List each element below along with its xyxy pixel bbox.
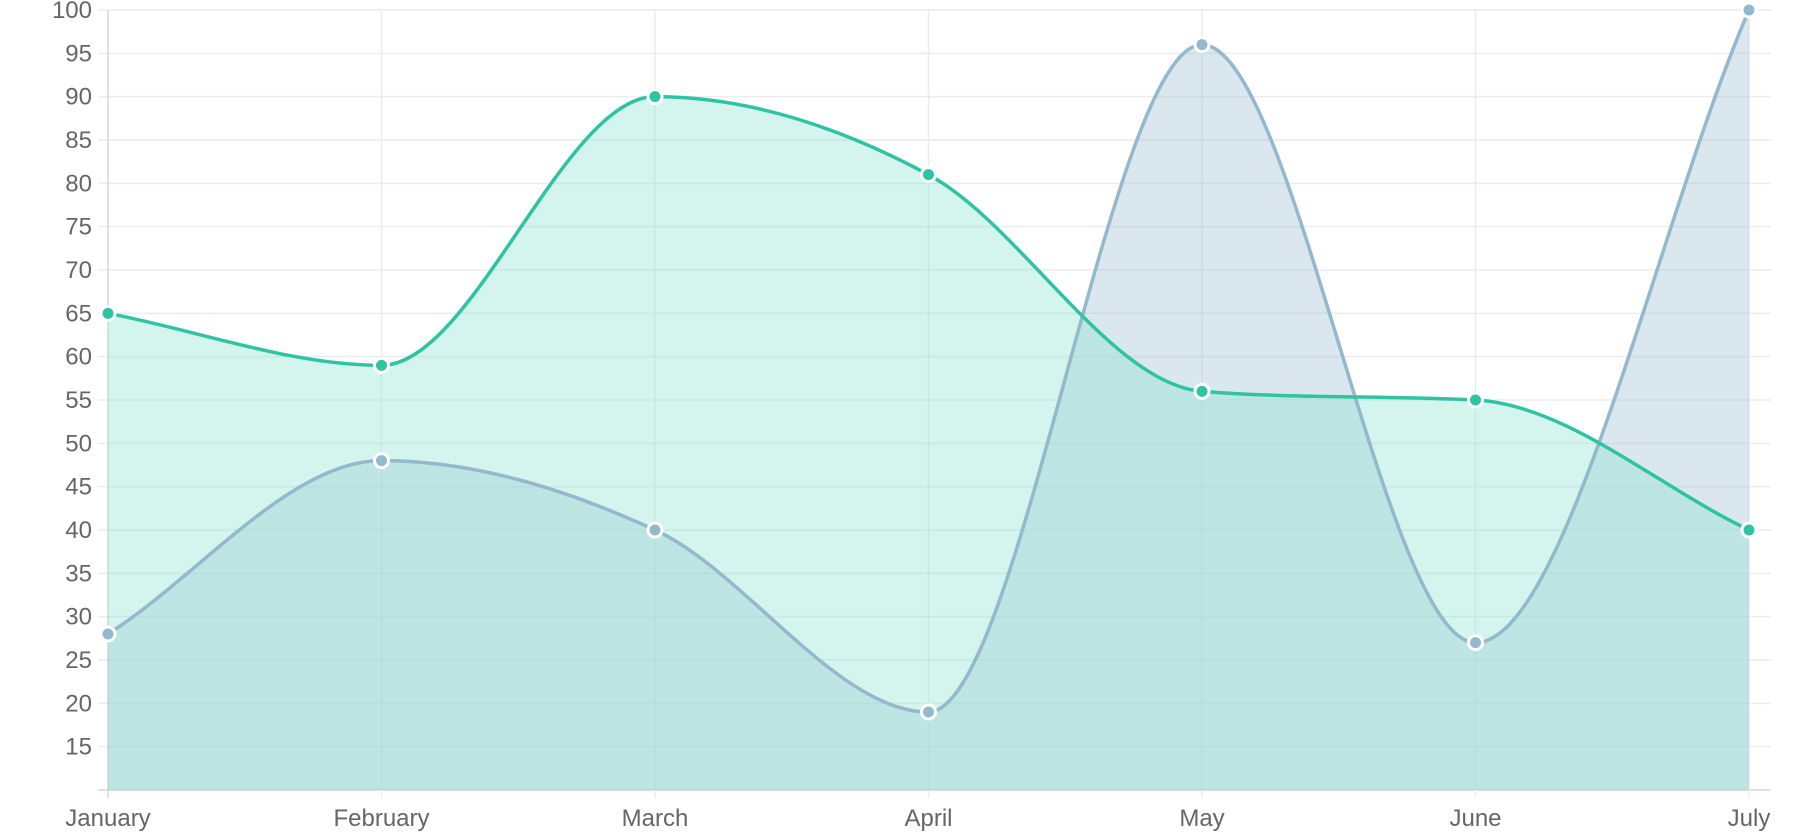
y-tick-label: 45	[65, 474, 92, 501]
series-1-line	[107, 9, 1751, 714]
series-1-point-april[interactable]	[920, 703, 937, 721]
y-axis: 15 20 25 30 35 40 45 50 55 60 65 70 75 80 85 90 95 100	[52, 0, 92, 761]
y-tick-label: 15	[65, 734, 92, 761]
series-2-point-july[interactable]	[1740, 521, 1758, 539]
y-tick-label: 65	[65, 300, 92, 327]
series-1-point-march[interactable]	[646, 521, 664, 539]
y-tick-label: 40	[65, 517, 92, 544]
x-tick-label: April	[904, 805, 952, 832]
y-tick-label: 80	[65, 170, 92, 197]
series-2-area	[108, 96, 1749, 790]
series-1-point-january[interactable]	[99, 625, 117, 643]
y-tick-label: 25	[65, 647, 92, 674]
x-tick-label: February	[333, 805, 429, 832]
series-1-point-july[interactable]	[1740, 1, 1758, 19]
x-tick-label: May	[1179, 805, 1224, 832]
y-tick-label: 100	[52, 0, 92, 24]
y-tick-label: 60	[65, 344, 92, 371]
series-points	[99, 1, 1758, 721]
series-1-point-june[interactable]	[1467, 634, 1484, 652]
y-tick-label: 50	[65, 430, 92, 457]
y-tick-label: 30	[65, 604, 92, 631]
y-tick-label: 85	[65, 127, 92, 154]
series-2-point-june[interactable]	[1467, 391, 1484, 409]
series-1-point-february[interactable]	[373, 452, 390, 470]
series-2-point-april[interactable]	[920, 166, 937, 184]
series-2-point-may[interactable]	[1193, 382, 1211, 400]
y-tick-label: 75	[65, 214, 92, 241]
y-tick-label: 95	[65, 40, 92, 67]
y-tick-label: 70	[65, 257, 92, 284]
y-tick-label: 35	[65, 560, 92, 587]
series-1-area	[108, 10, 1749, 790]
y-tick-label: 20	[65, 690, 92, 717]
x-tick-label: July	[1728, 805, 1771, 832]
x-tick-label: January	[65, 805, 150, 832]
x-tick-label: June	[1449, 805, 1501, 832]
series-areas	[108, 10, 1749, 790]
y-tick-label: 90	[65, 84, 92, 111]
x-axis: January February March April May June July	[65, 805, 1770, 832]
series-2-point-february[interactable]	[373, 356, 390, 374]
x-tick-label: March	[622, 805, 689, 832]
series-1-point-may[interactable]	[1193, 36, 1211, 54]
series-2-point-march[interactable]	[646, 88, 664, 106]
y-tick-label: 55	[65, 387, 92, 414]
series-2-point-january[interactable]	[99, 304, 117, 322]
